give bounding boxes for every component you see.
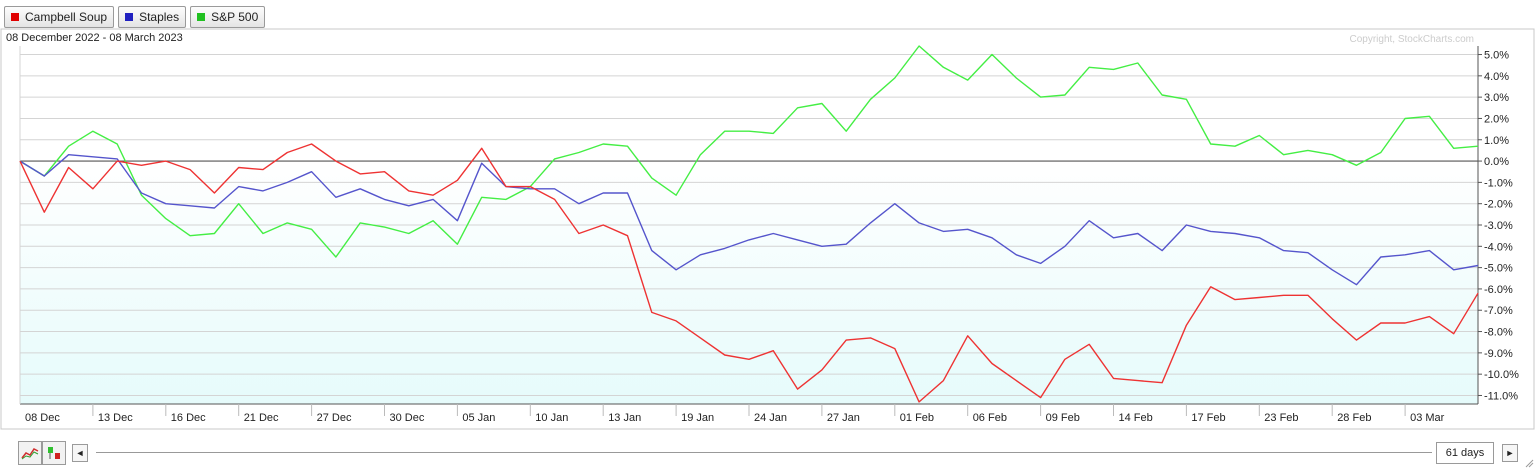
- staples-swatch: [125, 13, 134, 21]
- legend: Campbell Soup Staples S&P 500: [4, 6, 266, 28]
- y-tick-label: -3.0%: [1484, 220, 1513, 232]
- x-tick-label: 27 Dec: [317, 412, 352, 424]
- y-tick-label: -9.0%: [1484, 348, 1513, 360]
- x-axis-labels: 08 Dec 13 Dec 16 Dec 21 Dec 27 Dec 30 Dec 05 J…: [25, 412, 1445, 424]
- y-tick-label: 1.0%: [1484, 135, 1509, 147]
- x-tick-label: 16 Dec: [171, 412, 206, 424]
- performance-chart: 08 December 2022 - 08 March 2023 Copyrig…: [0, 28, 1535, 430]
- line-chart-toggle-button[interactable]: [18, 441, 42, 465]
- x-tick-label: 13 Jan: [608, 412, 641, 424]
- y-tick-label: -8.0%: [1484, 327, 1513, 339]
- x-tick-label: 21 Dec: [244, 412, 279, 424]
- legend-sp500-button[interactable]: S&P 500: [190, 6, 266, 28]
- y-tick-label: -2.0%: [1484, 199, 1513, 211]
- navigation-bar: ◄ 61 days ►: [0, 436, 1536, 470]
- y-tick-label: 0.0%: [1484, 156, 1509, 168]
- legend-label: S&P 500: [211, 10, 259, 24]
- y-tick-label: -11.0%: [1484, 390, 1518, 402]
- x-tick-label: 06 Feb: [973, 412, 1007, 424]
- x-tick-label: 03 Mar: [1410, 412, 1445, 424]
- y-tick-label: 3.0%: [1484, 92, 1509, 104]
- x-tick-label: 27 Jan: [827, 412, 860, 424]
- s-p-500-line: [19, 45, 1479, 258]
- bar-chart-toggle-button[interactable]: [42, 441, 66, 465]
- x-tick-label: 17 Feb: [1191, 412, 1225, 424]
- legend-staples-button[interactable]: Staples: [118, 6, 187, 28]
- y-tick-label: -4.0%: [1484, 241, 1513, 253]
- days-display[interactable]: 61 days: [1436, 442, 1494, 464]
- resize-grip-icon[interactable]: [1524, 458, 1534, 468]
- scroll-right-button[interactable]: ►: [1502, 444, 1518, 462]
- y-axis-labels: 5.0% 4.0% 3.0% 2.0% 1.0% 0.0% -1.0% -2.0% -3.0% -…: [1478, 50, 1519, 402]
- gridlines: [19, 46, 1479, 416]
- line-chart-icon: [21, 448, 39, 460]
- x-tick-label: 13 Dec: [98, 412, 133, 424]
- y-tick-label: 2.0%: [1484, 113, 1509, 125]
- bar-chart-icon: [48, 447, 60, 459]
- sp500-swatch: [197, 13, 206, 21]
- x-tick-label: 08 Dec: [25, 412, 60, 424]
- y-tick-label: -10.0%: [1484, 369, 1519, 381]
- series-layer: [19, 45, 1479, 403]
- date-range-label: 08 December 2022 - 08 March 2023: [6, 32, 183, 44]
- chart-frame: [0, 28, 1535, 430]
- date-slider-track[interactable]: [96, 452, 1432, 453]
- watermark: Copyright, StockCharts.com: [1350, 34, 1475, 45]
- x-tick-label: 09 Feb: [1046, 412, 1080, 424]
- negative-region: [20, 161, 1478, 404]
- x-tick-label: 05 Jan: [462, 412, 495, 424]
- x-tick-label: 28 Feb: [1337, 412, 1371, 424]
- scroll-left-button[interactable]: ◄: [72, 444, 88, 462]
- y-tick-label: -6.0%: [1484, 284, 1513, 296]
- legend-label: Campbell Soup: [25, 10, 108, 24]
- y-tick-label: 5.0%: [1484, 50, 1509, 62]
- x-tick-label: 14 Feb: [1119, 412, 1153, 424]
- y-tick-label: -5.0%: [1484, 263, 1513, 275]
- y-tick-label: 4.0%: [1484, 71, 1509, 83]
- staples-line: [19, 153, 1479, 286]
- x-tick-label: 24 Jan: [754, 412, 787, 424]
- x-tick-label: 23 Feb: [1264, 412, 1298, 424]
- y-tick-label: -7.0%: [1484, 305, 1513, 317]
- x-tick-label: 10 Jan: [535, 412, 568, 424]
- y-tick-label: -1.0%: [1484, 177, 1513, 189]
- x-tick-label: 19 Jan: [681, 412, 714, 424]
- campbell-soup-swatch: [11, 13, 19, 21]
- legend-campbell-soup-button[interactable]: Campbell Soup: [4, 6, 115, 28]
- campbell-soup-line: [19, 143, 1479, 403]
- x-tick-label: 30 Dec: [390, 412, 425, 424]
- legend-label: Staples: [139, 10, 180, 24]
- x-tick-label: 01 Feb: [900, 412, 934, 424]
